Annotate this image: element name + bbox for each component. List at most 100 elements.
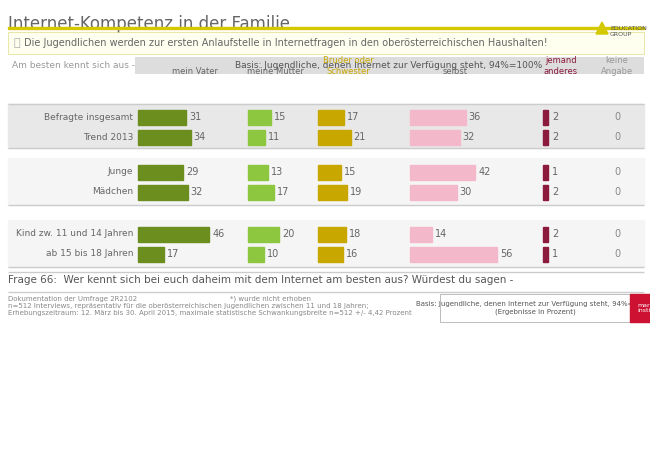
Text: 56: 56 xyxy=(500,249,512,259)
Bar xyxy=(318,109,344,125)
Text: 2: 2 xyxy=(552,187,558,197)
Bar xyxy=(410,247,497,261)
Text: 29: 29 xyxy=(186,167,198,177)
Text: 2: 2 xyxy=(552,229,558,239)
Text: 18: 18 xyxy=(349,229,361,239)
Text: 17: 17 xyxy=(347,112,359,122)
Bar xyxy=(138,226,209,242)
Text: 20: 20 xyxy=(282,229,294,239)
Bar xyxy=(138,130,190,144)
Bar xyxy=(543,247,548,261)
Text: 42: 42 xyxy=(478,167,491,177)
Polygon shape xyxy=(596,22,608,34)
Text: 2: 2 xyxy=(552,132,558,142)
Text: n=512 Interviews, repräsentativ für die oberösterreichischen Jugendlichen zwisch: n=512 Interviews, repräsentativ für die … xyxy=(8,303,369,309)
Bar xyxy=(543,109,548,125)
Text: jemand
anderes: jemand anderes xyxy=(544,56,578,76)
Text: 36: 36 xyxy=(469,112,481,122)
Text: 0: 0 xyxy=(614,229,620,239)
Text: Trend 2013: Trend 2013 xyxy=(83,132,133,141)
Text: 30: 30 xyxy=(460,187,472,197)
Text: 0: 0 xyxy=(614,167,620,177)
Text: Am besten kennt sich aus -: Am besten kennt sich aus - xyxy=(12,61,135,70)
Bar xyxy=(410,130,460,144)
Text: 1: 1 xyxy=(552,249,558,259)
Bar xyxy=(410,165,475,180)
Bar xyxy=(318,184,348,199)
Text: 14: 14 xyxy=(435,229,447,239)
Bar xyxy=(8,158,644,205)
Bar xyxy=(138,184,188,199)
Bar xyxy=(318,165,341,180)
Bar xyxy=(8,104,644,148)
Bar xyxy=(318,247,343,261)
Text: Die Jugendlichen werden zur ersten Anlaufstelle in Internetfragen in den oberöst: Die Jugendlichen werden zur ersten Anlau… xyxy=(24,38,547,48)
Text: 0: 0 xyxy=(614,187,620,197)
Bar xyxy=(8,32,644,54)
Bar xyxy=(8,271,644,272)
Text: market
institut: market institut xyxy=(638,302,650,313)
Text: EDUCATION
GROUP: EDUCATION GROUP xyxy=(610,26,647,37)
Text: 15: 15 xyxy=(344,167,357,177)
Bar xyxy=(8,32,644,54)
Bar xyxy=(135,57,644,74)
Text: Kind zw. 11 und 14 Jahren: Kind zw. 11 und 14 Jahren xyxy=(16,230,133,238)
Text: 19: 19 xyxy=(350,187,363,197)
Text: 46: 46 xyxy=(213,229,224,239)
Bar xyxy=(630,294,650,322)
Text: 11: 11 xyxy=(268,132,280,142)
Text: 32: 32 xyxy=(190,187,203,197)
Text: 31: 31 xyxy=(189,112,202,122)
Text: Mädchen: Mädchen xyxy=(92,188,133,197)
Text: Junge: Junge xyxy=(107,167,133,176)
Text: Erhebungszeitraum: 12. März bis 30. April 2015, maximale statistische Schwankung: Erhebungszeitraum: 12. März bis 30. Apri… xyxy=(8,310,411,316)
Text: Basis: Jugendliche, denen Internet zur Verfügung steht, 94%=100%: Basis: Jugendliche, denen Internet zur V… xyxy=(235,61,543,70)
Text: keine
Angabe: keine Angabe xyxy=(601,56,633,76)
Text: meine Mutter: meine Mutter xyxy=(246,67,304,76)
Text: 15: 15 xyxy=(274,112,287,122)
Bar xyxy=(248,226,279,242)
Bar xyxy=(8,266,644,267)
Text: ⓘ: ⓘ xyxy=(14,38,21,48)
Bar xyxy=(8,220,644,267)
Bar xyxy=(248,109,271,125)
Bar xyxy=(8,57,133,74)
Text: 17: 17 xyxy=(278,187,290,197)
Text: 34: 34 xyxy=(194,132,206,142)
Bar xyxy=(318,226,346,242)
Bar xyxy=(138,165,183,180)
Text: 32: 32 xyxy=(463,132,475,142)
Text: 0: 0 xyxy=(614,132,620,142)
Bar xyxy=(318,130,350,144)
Text: 17: 17 xyxy=(167,249,179,259)
Bar xyxy=(410,184,456,199)
Text: *) wurde nicht erhoben: *) wurde nicht erhoben xyxy=(230,296,311,302)
Bar xyxy=(410,109,466,125)
Text: Basis: Jugendliche, denen Internet zur Verfügung steht, 94%=100%
(Ergebnisse in : Basis: Jugendliche, denen Internet zur V… xyxy=(416,301,650,315)
Text: selbst: selbst xyxy=(443,67,467,76)
Bar xyxy=(248,184,274,199)
Bar xyxy=(543,226,548,242)
Bar xyxy=(543,130,548,144)
Bar xyxy=(138,247,164,261)
Text: Befragte insgesamt: Befragte insgesamt xyxy=(44,112,133,122)
Bar xyxy=(440,294,630,322)
Text: 13: 13 xyxy=(271,167,283,177)
Text: ab 15 bis 18 Jahren: ab 15 bis 18 Jahren xyxy=(46,249,133,258)
Text: mein Vater: mein Vater xyxy=(172,67,218,76)
Text: Internet-Kompetenz in der Familie: Internet-Kompetenz in der Familie xyxy=(8,15,290,33)
Text: Frage 66:  Wer kennt sich bei euch daheim mit dem Internet am besten aus? Würdes: Frage 66: Wer kennt sich bei euch daheim… xyxy=(8,275,514,285)
Bar xyxy=(248,130,265,144)
Bar xyxy=(248,165,268,180)
Bar xyxy=(410,226,432,242)
Text: 16: 16 xyxy=(346,249,358,259)
Bar xyxy=(248,247,263,261)
Text: Bruder oder
Schwester: Bruder oder Schwester xyxy=(322,56,373,76)
Text: Dokumentation der Umfrage 2R2102: Dokumentation der Umfrage 2R2102 xyxy=(8,296,137,302)
Text: 1: 1 xyxy=(552,167,558,177)
Bar xyxy=(138,109,186,125)
Bar xyxy=(8,204,644,205)
Text: 0: 0 xyxy=(614,112,620,122)
Bar xyxy=(543,165,548,180)
Text: 21: 21 xyxy=(354,132,366,142)
